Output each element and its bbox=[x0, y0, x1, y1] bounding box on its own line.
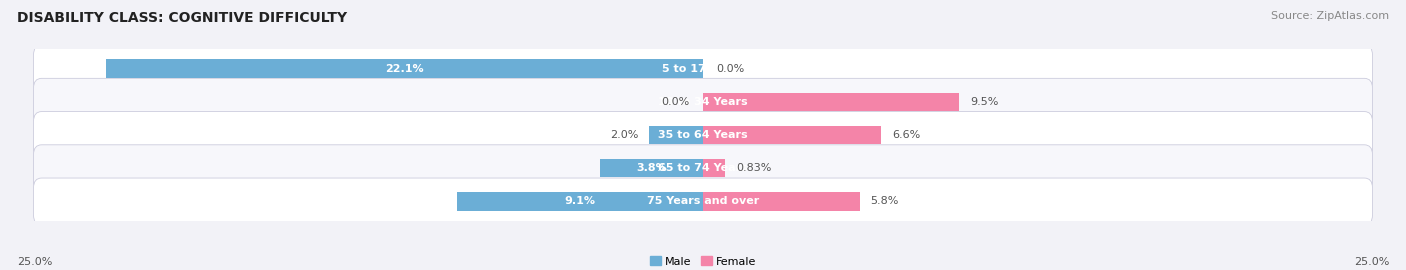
Bar bbox=[600, 159, 703, 177]
Text: 2.0%: 2.0% bbox=[610, 130, 638, 140]
Text: 3.8%: 3.8% bbox=[637, 163, 666, 173]
Text: 65 to 74 Years: 65 to 74 Years bbox=[658, 163, 748, 173]
Bar bbox=[457, 192, 703, 211]
FancyBboxPatch shape bbox=[34, 112, 1372, 158]
Legend: Male, Female: Male, Female bbox=[645, 252, 761, 270]
FancyBboxPatch shape bbox=[34, 45, 1372, 92]
Text: 75 Years and over: 75 Years and over bbox=[647, 197, 759, 207]
FancyBboxPatch shape bbox=[34, 78, 1372, 125]
Text: 9.1%: 9.1% bbox=[565, 197, 596, 207]
Text: Source: ZipAtlas.com: Source: ZipAtlas.com bbox=[1271, 11, 1389, 21]
Bar bbox=[703, 93, 959, 111]
Text: 5.8%: 5.8% bbox=[870, 197, 898, 207]
Text: 35 to 64 Years: 35 to 64 Years bbox=[658, 130, 748, 140]
Bar bbox=[107, 59, 703, 78]
Text: 0.0%: 0.0% bbox=[661, 97, 689, 107]
Text: 25.0%: 25.0% bbox=[17, 257, 52, 267]
Text: 0.0%: 0.0% bbox=[717, 63, 745, 73]
Bar bbox=[703, 192, 859, 211]
FancyBboxPatch shape bbox=[34, 178, 1372, 225]
Text: 9.5%: 9.5% bbox=[970, 97, 998, 107]
Bar bbox=[650, 126, 703, 144]
Text: 0.83%: 0.83% bbox=[737, 163, 772, 173]
Text: 5 to 17 Years: 5 to 17 Years bbox=[662, 63, 744, 73]
Text: 25.0%: 25.0% bbox=[1354, 257, 1389, 267]
Text: 22.1%: 22.1% bbox=[385, 63, 425, 73]
Bar bbox=[703, 126, 882, 144]
Text: 18 to 34 Years: 18 to 34 Years bbox=[658, 97, 748, 107]
Text: 6.6%: 6.6% bbox=[891, 130, 920, 140]
Text: DISABILITY CLASS: COGNITIVE DIFFICULTY: DISABILITY CLASS: COGNITIVE DIFFICULTY bbox=[17, 11, 347, 25]
FancyBboxPatch shape bbox=[34, 145, 1372, 192]
Bar bbox=[703, 159, 725, 177]
